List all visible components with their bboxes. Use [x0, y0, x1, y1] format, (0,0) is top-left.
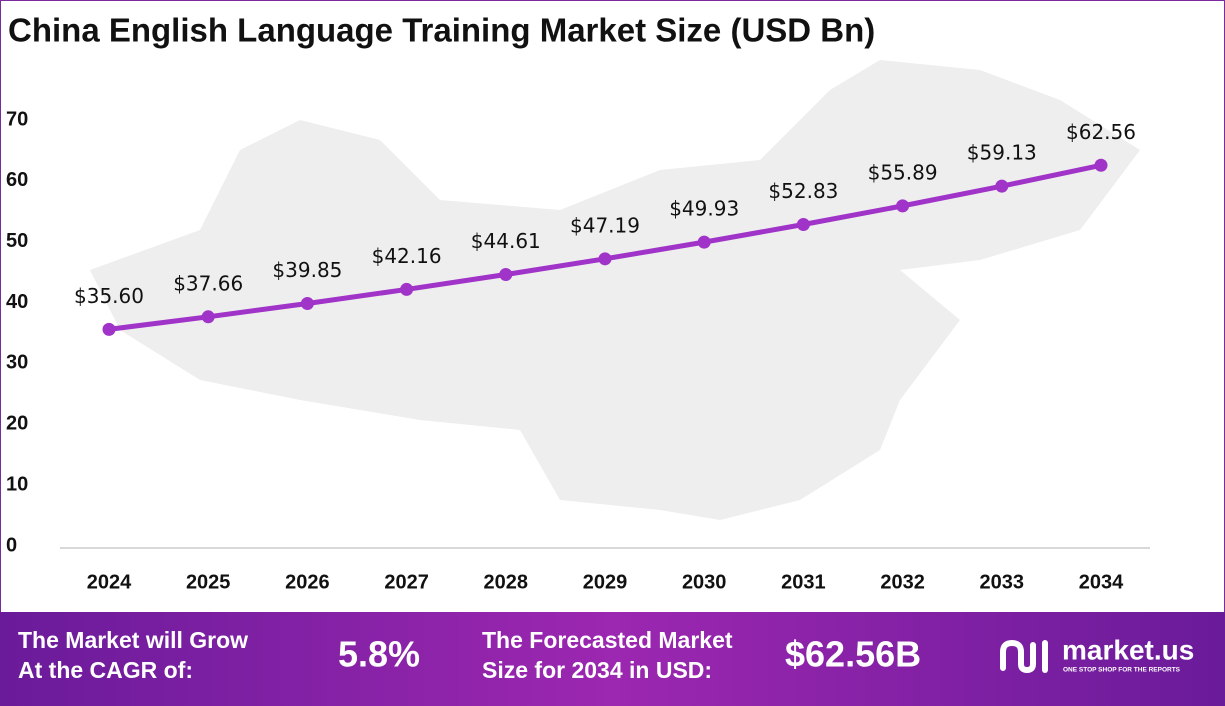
chart-title: China English Language Training Market S… [8, 12, 875, 49]
marker [697, 235, 711, 249]
brand-name: market.us [1062, 634, 1194, 665]
marker [1094, 158, 1108, 172]
marker [300, 296, 314, 310]
marker [995, 179, 1009, 193]
value-label: $39.85 [272, 258, 342, 282]
x-tick-label: 2033 [980, 571, 1025, 593]
x-tick-label: 2025 [186, 571, 231, 593]
x-tick-label: 2030 [682, 571, 727, 593]
y-tick-label: 10 [6, 473, 28, 495]
value-label: $35.60 [74, 284, 144, 308]
y-tick-label: 0 [6, 534, 17, 556]
x-tick-label: 2026 [285, 571, 330, 593]
marker [201, 310, 215, 324]
x-tick-label: 2031 [781, 571, 826, 593]
forecast-label: The Forecasted Market [482, 627, 733, 653]
x-tick-label: 2027 [384, 571, 429, 593]
value-label: $52.83 [768, 179, 838, 203]
value-label: $44.61 [471, 229, 541, 253]
value-label: $47.19 [570, 213, 640, 237]
brand-logo [1000, 639, 1048, 674]
forecast-value: $62.56B [785, 634, 921, 675]
y-tick-label: 40 [6, 291, 28, 313]
map-background [90, 60, 1140, 520]
cagr-label: At the CAGR of: [18, 657, 193, 683]
marker [499, 268, 513, 282]
cagr-value: 5.8% [338, 634, 420, 675]
value-label: $37.66 [173, 271, 243, 295]
value-label: $62.56 [1066, 120, 1136, 144]
y-tick-label: 70 [6, 108, 28, 130]
x-tick-label: 2029 [583, 571, 628, 593]
y-tick-label: 20 [6, 413, 28, 435]
y-tick-label: 30 [6, 352, 28, 374]
marker [400, 282, 414, 296]
x-tick-label: 2034 [1079, 571, 1124, 593]
marker [598, 252, 612, 266]
cagr-label: The Market will Grow [18, 627, 248, 653]
y-tick-label: 60 [6, 169, 28, 191]
forecast-label: Size for 2034 in USD: [482, 657, 712, 683]
value-label: $59.13 [967, 141, 1037, 165]
x-tick-label: 2028 [484, 571, 529, 593]
value-label: $55.89 [868, 160, 938, 184]
x-tick-label: 2032 [880, 571, 925, 593]
marker [796, 217, 810, 231]
marker [896, 199, 910, 213]
value-label: $42.16 [372, 244, 442, 268]
y-tick-label: 50 [6, 230, 28, 252]
x-tick-label: 2024 [87, 571, 132, 593]
brand-tagline: ONE STOP SHOP FOR THE REPORTS [1063, 667, 1181, 674]
marker [102, 322, 116, 336]
value-label: $49.93 [669, 197, 739, 221]
